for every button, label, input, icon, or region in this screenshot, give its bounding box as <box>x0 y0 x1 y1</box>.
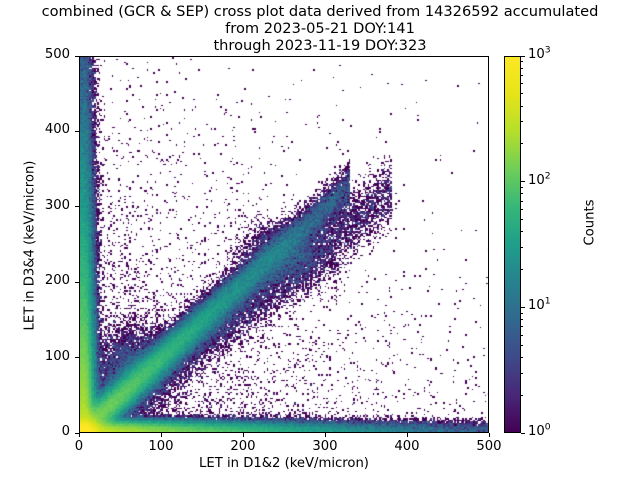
scatter-density-plot <box>80 57 488 432</box>
x-axis-label: LET in D1&2 (keV/micron) <box>199 456 369 471</box>
x-ticklabel-100: 100 <box>148 439 174 454</box>
colorbar-tick-1 <box>521 432 525 434</box>
colorbar-gradient <box>505 57 520 432</box>
colorbar-label: Counts <box>582 199 598 246</box>
title-line-2: from 2023-05-21 DOY:141 <box>225 20 415 37</box>
colorbar-minor-tick <box>521 326 524 328</box>
y-tick-0 <box>75 432 79 434</box>
y-ticklabel-400: 400 <box>44 122 70 138</box>
x-ticklabel-300: 300 <box>312 439 338 454</box>
colorbar-tick-10 <box>521 306 525 308</box>
y-ticklabel-100: 100 <box>44 348 70 364</box>
colorbar-minor-tick <box>521 269 524 270</box>
colorbar-minor-tick <box>521 356 524 358</box>
x-tick-400 <box>406 433 408 437</box>
colorbar-minor-tick <box>521 121 524 123</box>
title-line-3: through 2023-11-19 DOY:323 <box>213 37 427 54</box>
y-ticklabel-300: 300 <box>44 197 70 213</box>
colorbar-ticklabel-100: 102 <box>528 170 551 188</box>
y-ticklabel-0: 0 <box>61 424 70 439</box>
colorbar-minor-tick <box>521 372 524 374</box>
colorbar-tick-100 <box>521 181 525 183</box>
title-line-1: combined (GCR & SEP) cross plot data der… <box>41 3 599 20</box>
colorbar-minor-tick <box>521 200 524 202</box>
y-ticklabel-500: 500 <box>44 47 70 62</box>
colorbar-minor-tick <box>521 312 524 314</box>
colorbar-minor-tick <box>521 105 524 107</box>
colorbar-minor-tick <box>521 74 524 76</box>
colorbar <box>504 56 521 433</box>
colorbar-minor-tick <box>521 193 524 195</box>
colorbar-minor-tick <box>521 218 524 220</box>
colorbar-minor-tick <box>521 143 524 145</box>
colorbar-tick-1000 <box>521 55 525 57</box>
colorbar-minor-tick <box>521 231 524 233</box>
colorbar-minor-tick <box>521 319 524 320</box>
colorbar-minor-tick <box>521 186 524 188</box>
x-tick-200 <box>242 433 244 437</box>
y-tick-100 <box>75 357 79 359</box>
y-tick-400 <box>75 130 79 132</box>
colorbar-ticklabel-10: 101 <box>528 295 551 314</box>
plot-axes <box>79 56 489 433</box>
colorbar-minor-tick <box>521 334 524 336</box>
y-ticklabel-200: 200 <box>44 273 70 289</box>
colorbar-minor-tick <box>521 67 524 69</box>
y-tick-300 <box>75 206 79 208</box>
x-ticklabel-400: 400 <box>394 439 420 454</box>
colorbar-ticklabel-1: 100 <box>528 421 551 439</box>
y-tick-200 <box>75 281 79 283</box>
y-axis-label: LET in D3&4 (keV/micron) <box>22 160 38 331</box>
x-tick-100 <box>160 433 162 437</box>
colorbar-minor-tick <box>521 61 524 63</box>
colorbar-minor-tick <box>521 394 524 396</box>
y-tick-500 <box>75 55 79 57</box>
colorbar-minor-tick <box>521 83 524 85</box>
x-ticklabel-200: 200 <box>230 439 256 454</box>
colorbar-minor-tick <box>521 344 524 346</box>
plot-title: combined (GCR & SEP) cross plot data der… <box>0 3 640 54</box>
x-tick-500 <box>488 433 490 437</box>
colorbar-minor-tick <box>521 246 524 248</box>
colorbar-minor-tick <box>521 209 524 211</box>
x-tick-300 <box>324 433 326 437</box>
x-tick-0 <box>78 433 80 437</box>
colorbar-minor-tick <box>521 93 524 95</box>
colorbar-ticklabel-1000: 103 <box>528 44 551 62</box>
x-ticklabel-500: 500 <box>476 439 502 454</box>
x-ticklabel-0: 0 <box>74 439 84 454</box>
